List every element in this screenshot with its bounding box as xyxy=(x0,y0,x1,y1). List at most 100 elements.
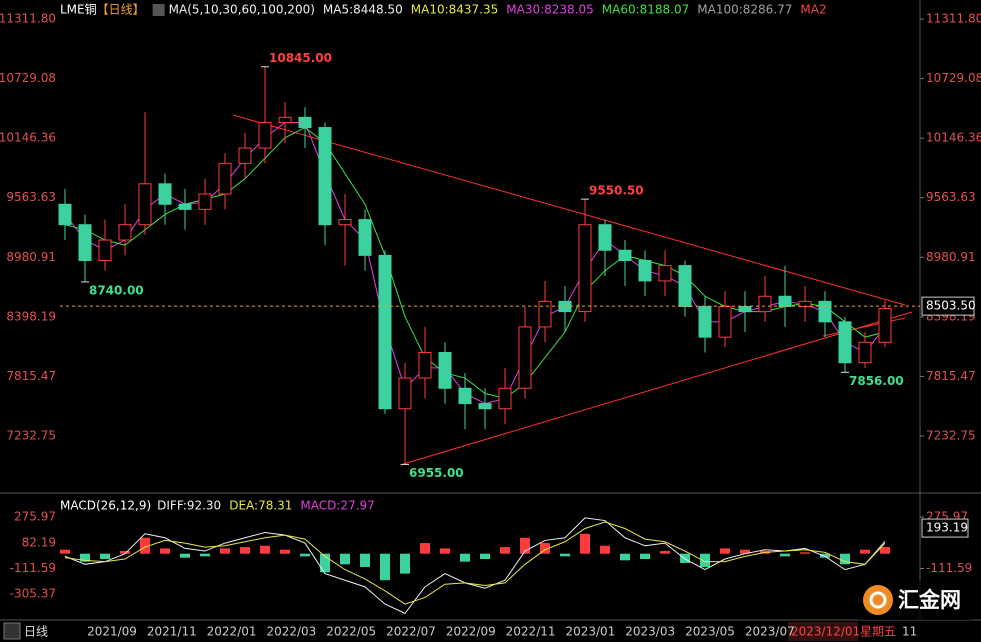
macd-bar xyxy=(280,549,290,554)
macd-bar xyxy=(600,545,610,554)
y-tick-label-right: 7232.75 xyxy=(926,429,976,443)
legend-entry: MA30:8238.05 xyxy=(506,3,594,17)
candle-body xyxy=(638,259,652,282)
candle-body xyxy=(238,147,252,164)
current-price-box xyxy=(921,296,975,316)
candle-body xyxy=(98,239,112,261)
macd-current-label: 193.19 xyxy=(926,521,968,535)
macd-bar xyxy=(320,553,330,573)
y-tick-label: 9563.63 xyxy=(6,190,56,204)
x-tick-label: 2022/03 xyxy=(266,625,316,639)
macd-bar xyxy=(80,553,90,562)
macd-bar xyxy=(500,547,510,554)
candle-body xyxy=(678,265,692,307)
macd-bar xyxy=(160,548,170,554)
candle-body xyxy=(198,193,212,210)
x-tick-label: 2021/11 xyxy=(147,625,197,639)
chart-title: LME铜 xyxy=(60,2,97,17)
candle-body xyxy=(458,387,472,405)
y-tick-label-right: 8980.91 xyxy=(926,250,976,264)
watermark: 汇金网 xyxy=(898,588,961,612)
legend-icon xyxy=(152,4,165,16)
candle-body xyxy=(418,351,432,379)
candle-body xyxy=(438,351,452,389)
legend-entry: MACD:27.97 xyxy=(300,499,374,513)
macd-y-tick-label: 275.97 xyxy=(14,510,56,524)
candle-body xyxy=(858,341,872,364)
macd-bar xyxy=(60,549,70,554)
x-tick-label: 2023/03 xyxy=(625,625,675,639)
macd-bar xyxy=(800,552,810,554)
macd-bar xyxy=(300,553,310,557)
macd-bar xyxy=(200,553,210,557)
timeframe-label: 日线 xyxy=(24,625,48,639)
macd-y-tick-label: -305.37 xyxy=(10,587,56,601)
x-tick-label: 2022/07 xyxy=(386,625,436,639)
macd-line xyxy=(64,521,886,605)
candle-body xyxy=(738,305,752,313)
x-tick-label: 2022/11 xyxy=(506,625,556,639)
annotation-label: 9550.50 xyxy=(589,184,644,198)
y-tick-label: 10729.08 xyxy=(0,71,56,85)
macd-y-tick-label: -111.59 xyxy=(10,561,56,575)
x-tick-label: 2022/09 xyxy=(446,625,496,639)
macd-bar xyxy=(340,553,350,565)
candle-body xyxy=(838,321,852,364)
macd-bar xyxy=(640,553,650,559)
macd-bar xyxy=(660,551,670,554)
macd-y-tick-label-right: -111.59 xyxy=(926,561,972,575)
y-tick-label: 11311.80 xyxy=(0,12,56,26)
x-tick-label: 2023/01 xyxy=(565,625,615,639)
legend-entry: MA5:8448.50 xyxy=(323,3,403,17)
candle-body xyxy=(58,203,72,226)
candle-body xyxy=(118,224,132,241)
macd-bar xyxy=(360,553,370,567)
timeframe-tag: 【日线】 xyxy=(97,3,145,17)
candle-body xyxy=(338,219,352,226)
macd-bar xyxy=(480,553,490,559)
candle-body xyxy=(878,308,892,343)
macd-bar xyxy=(880,547,890,554)
macd-bar xyxy=(680,553,690,563)
candle-body xyxy=(78,224,92,261)
x-tick-label: 2022/01 xyxy=(207,625,257,639)
legend-entry: DIFF:92.30 xyxy=(157,499,221,513)
candle-body xyxy=(378,254,392,410)
y-tick-label-right: 9563.63 xyxy=(926,190,976,204)
candle-body xyxy=(358,219,372,256)
y-tick-label: 7232.75 xyxy=(6,429,56,443)
macd-bar xyxy=(100,553,110,559)
candle-body xyxy=(138,183,152,226)
macd-bar xyxy=(220,548,230,554)
annotation-label: 8740.00 xyxy=(89,283,144,297)
macd-bar xyxy=(260,545,270,554)
watermark-logo-mark xyxy=(869,591,887,609)
macd-bar xyxy=(840,553,850,565)
candle-body xyxy=(498,387,512,410)
macd-bar xyxy=(560,553,570,557)
current-price-label: 8503.50 xyxy=(926,299,976,313)
macd-bar xyxy=(700,553,710,567)
candle-body xyxy=(538,300,552,328)
candle-body xyxy=(218,162,232,195)
candle-body xyxy=(398,377,412,410)
macd-bar xyxy=(180,553,190,558)
macd-current-box xyxy=(921,518,969,538)
macd-bar xyxy=(140,537,150,554)
legend-entry: MA100:8286.77 xyxy=(697,3,792,17)
macd-bar xyxy=(420,543,430,554)
macd-bar xyxy=(240,547,250,554)
candle-body xyxy=(278,116,292,123)
legend-entry: DEA:78.31 xyxy=(229,499,292,513)
trend-line xyxy=(399,311,913,466)
annotation-label: 10845.00 xyxy=(269,51,332,65)
candle-body xyxy=(758,295,772,313)
candle-body xyxy=(478,403,492,410)
macd-bar xyxy=(520,537,530,554)
macd-bar xyxy=(460,553,470,562)
candle-body xyxy=(158,183,172,205)
y-tick-label-right: 10146.36 xyxy=(926,131,981,145)
candle-body xyxy=(718,305,732,338)
y-tick-label: 10146.36 xyxy=(0,131,56,145)
